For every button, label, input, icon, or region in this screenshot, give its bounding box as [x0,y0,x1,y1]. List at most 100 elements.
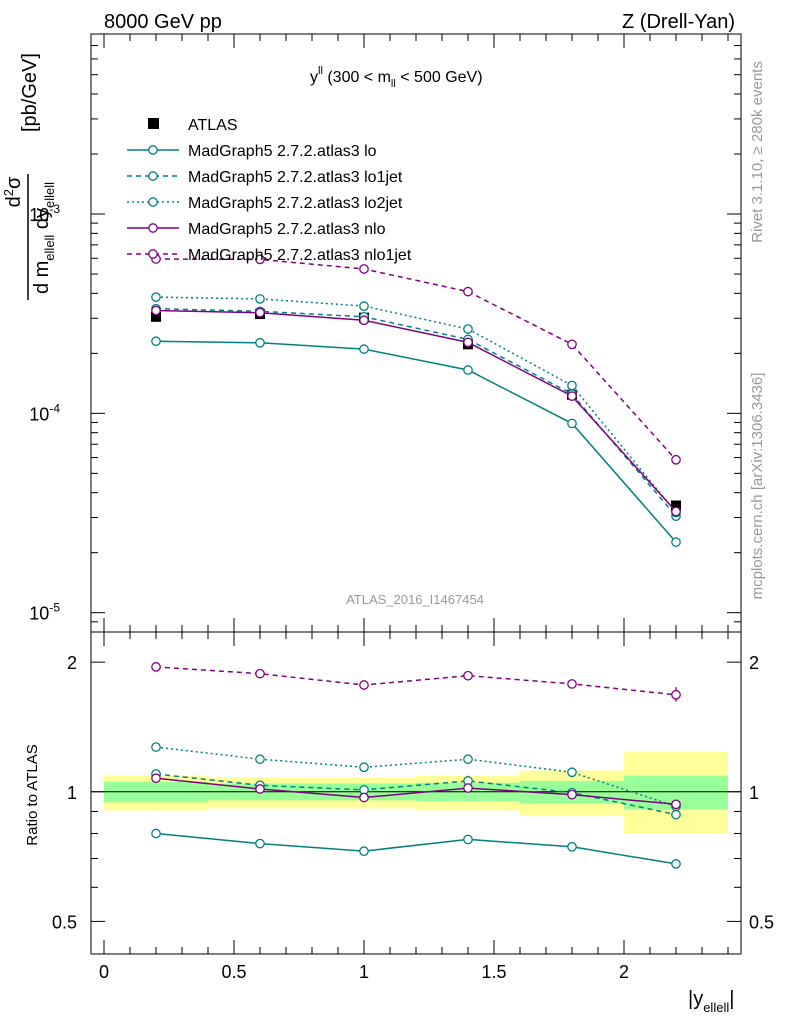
legend-entry: MadGraph5 2.7.2.atlas3 lo2jet [127,195,403,212]
ratio-series-point [671,689,681,700]
main-title: yll (300 < mll < 500 GeV) [310,65,483,90]
legend-entry: MadGraph5 2.7.2.atlas3 lo [127,143,377,160]
ratio-series-point [151,742,161,752]
ratio-x-tick-label: 2 [619,962,629,982]
main-series-point [151,336,161,347]
atlas-data-point [151,311,161,322]
legend-marker [148,171,158,181]
ratio-x-tick-label: 1.5 [481,962,506,982]
main-y-tick-label: 10-4 [29,401,60,424]
ratio-y-label: Ratio to ATLAS [24,744,41,845]
main-series [151,254,681,547]
ratio-frame [90,631,742,955]
rivet-label: Rivet 3.1.10, ≥ 280k events [749,61,766,243]
watermark: ATLAS_2016_I1467454 [346,592,484,607]
ratio-series-line [155,746,677,808]
x-axis-label: |yellell| [688,988,734,1015]
main-series-point [463,365,473,375]
ratio-series-point [671,799,681,810]
ratio-ticks: 0.5 0.5 1 1 2 2 [52,632,774,954]
ratio-series-point [567,767,577,778]
ratio-series-line [155,666,677,696]
legend-marker [148,197,158,207]
main-series-point [567,418,577,429]
ratio-y-tick-label-left: 1 [67,783,77,803]
ratio-y-tick-label-right: 0.5 [749,912,774,932]
legend-entry: ATLAS [148,117,238,134]
main-series-point [359,264,369,274]
svg-text:d mellell dyellell: d mellell dyellell [31,182,57,294]
main-series-point [255,337,265,348]
main-series-point [567,380,577,391]
ratio-series-point [359,846,369,856]
ratio-series-point [567,789,577,800]
main-series-line [155,258,677,461]
ratio-series-point [671,809,681,820]
main-y-tick-label: 10-3 [29,202,60,225]
mcplots-label: mcplots.cern.ch [arXiv:1306.3436] [749,373,766,600]
ratio-series-line [155,832,677,865]
ratio-series-point [151,828,161,839]
main-series-point [255,294,265,304]
main-series-point [671,454,681,465]
ratio-series-point [255,784,265,794]
main-series-point [359,301,369,311]
ratio-series-point [359,792,369,803]
main-series-point [255,254,265,265]
legend-marker [148,249,158,259]
ratio-series-point [567,841,577,852]
main-series-point [463,324,473,334]
ratio-series [151,662,681,869]
ratio-y-tick-label-right: 2 [749,653,759,673]
main-series-point [463,337,473,348]
ratio-x-tick-label: 1 [359,962,369,982]
svg-text:[pb/GeV]: [pb/GeV] [19,53,41,132]
legend-marker [148,145,158,155]
atlas-data-point [671,500,681,511]
main-series-point [255,307,265,318]
main-series-line [155,307,677,517]
svg-text:d2σ: d2σ [1,176,25,207]
ratio-panel: 0.5 0.5 1 1 2 2 Ratio to ATLAS 0 0.5 1 1.5 2 |yel… [24,631,774,1015]
ratio-series-point [359,762,369,773]
ratio-series-point [463,783,473,793]
main-ticks: 10-5 10-4 10-3 [29,33,741,633]
main-series-line [155,296,677,513]
main-series-point [671,537,681,547]
main-series-point [567,391,577,401]
ratio-x-tick-label: 0 [99,962,109,982]
legend-label: ATLAS [188,117,238,134]
main-series-line [155,340,677,543]
main-series-line [155,309,677,513]
ratio-series-point [255,838,265,849]
ratio-y-tick-label-right: 1 [749,783,759,803]
legend: ATLAS MadGraph5 2.7.2.atlas3 lo MadGraph5 … [127,117,412,264]
main-series-point [567,339,577,350]
legend-marker [148,118,159,129]
main-series-point [359,315,369,326]
ratio-series-point [255,668,265,679]
ratio-series-line [155,777,677,806]
main-y-tick-label: 10-5 [29,601,60,624]
legend-entry: MadGraph5 2.7.2.atlas3 lo1jet [127,169,403,186]
ratio-series-point [671,859,681,869]
main-panel: ATLAS_2016_I1467454 10-5 10-4 10-3 yll (30… [1,33,742,633]
legend-entry: MadGraph5 2.7.2.atlas3 nlo1jet [127,247,412,264]
main-series-point [671,506,681,517]
main-series-point [151,305,161,316]
ratio-x-tick-label: 0.5 [221,962,246,982]
ratio-y-tick-label-left: 0.5 [52,912,77,932]
legend-label: MadGraph5 2.7.2.atlas3 lo2jet [188,195,403,212]
legend-label: MadGraph5 2.7.2.atlas3 nlo1jet [188,247,412,264]
legend-label: MadGraph5 2.7.2.atlas3 nlo [188,221,386,238]
ratio-x-ticklabels: 0 0.5 1 1.5 2 [99,962,629,982]
legend-entry: MadGraph5 2.7.2.atlas3 nlo [127,221,386,238]
ratio-series-point [255,754,265,765]
ratio-series-point [463,754,473,765]
legend-marker [148,223,158,233]
ratio-y-tick-label-left: 2 [67,653,77,673]
ratio-series-point [151,773,161,784]
header-right: Z (Drell-Yan) [622,11,735,33]
legend-label: MadGraph5 2.7.2.atlas3 lo [188,143,377,160]
